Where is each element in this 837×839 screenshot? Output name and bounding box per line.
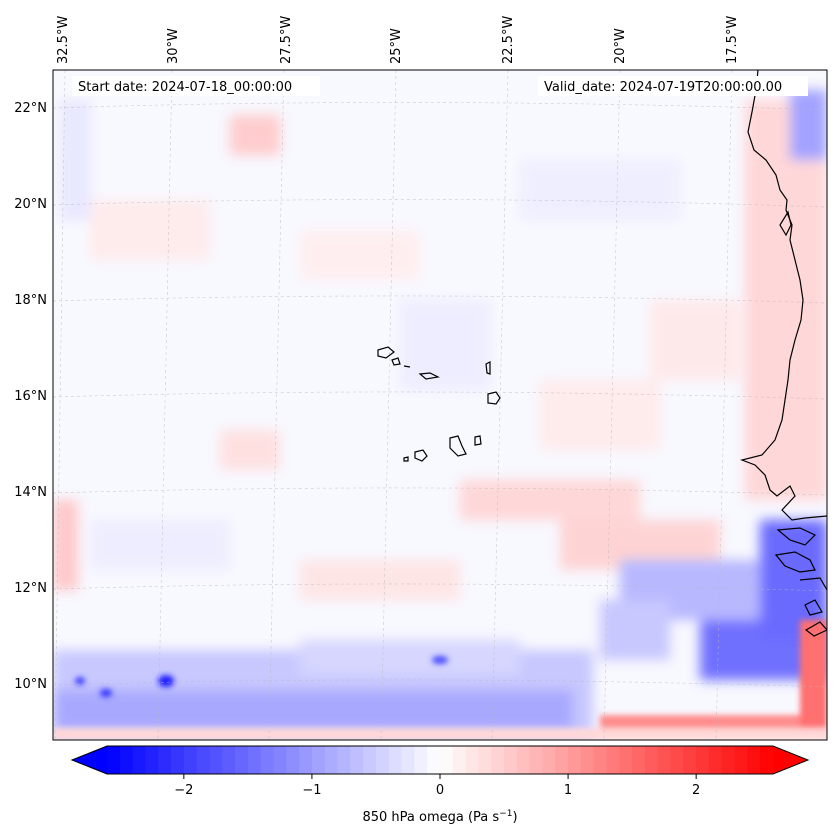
colorbar-cell — [542, 746, 556, 774]
colorbar-cell — [529, 746, 544, 774]
colorbar-cell — [760, 746, 774, 774]
graticule — [53, 70, 827, 740]
colorbar-cell — [375, 746, 390, 774]
colorbar-extend-low — [72, 746, 107, 774]
colorbar-cell — [337, 746, 351, 774]
coastline — [740, 70, 827, 637]
lon-label: 17.5°W — [725, 16, 740, 64]
start-date-label: Start date: 2024-07-18_00:00:00 — [78, 80, 292, 95]
colorbar-cell — [440, 746, 454, 774]
colorbar-cell — [363, 746, 377, 774]
colorbar-cell — [158, 746, 172, 774]
colorbar-cell — [516, 746, 531, 774]
colorbar-cell — [747, 746, 761, 774]
colorbar-cell — [708, 746, 723, 774]
colorbar-cell — [222, 746, 236, 774]
colorbar-cell — [657, 746, 672, 774]
lon-label: 20°W — [613, 28, 628, 64]
colorbar-cell — [350, 746, 364, 774]
colorbar-tick-label: −2 — [174, 783, 193, 798]
colorbar-outline — [70, 745, 810, 775]
colorbar-cell — [632, 746, 646, 774]
lon-label: 25°W — [389, 28, 404, 64]
colorbar-tick-label: 2 — [692, 783, 700, 798]
colorbar-cell — [721, 746, 736, 774]
lat-label: 14°N — [14, 485, 47, 500]
colorbar-cell — [478, 746, 492, 774]
map-background — [53, 70, 827, 740]
lat-label: 18°N — [14, 293, 47, 308]
omega-field — [53, 70, 827, 740]
start-date-box — [72, 76, 320, 96]
colorbar-cell — [568, 746, 582, 774]
valid-date-box — [538, 76, 808, 96]
colorbar-cell — [299, 746, 313, 774]
cape-verde-islands — [377, 346, 501, 462]
colorbar-cell — [119, 746, 134, 774]
colorbar-cell — [670, 746, 684, 774]
colorbar-cells — [107, 746, 774, 774]
colorbar-cell — [683, 746, 697, 774]
colorbar-cell — [311, 746, 326, 774]
colorbar-cell — [491, 746, 505, 774]
colorbar-cell — [171, 746, 185, 774]
lat-label: 22°N — [14, 101, 47, 116]
colorbar-cell — [427, 746, 441, 774]
colorbar-cell — [555, 746, 569, 774]
map-frame — [52, 69, 828, 741]
valid-date-label: Valid_date: 2024-07-19T20:00:00.00 — [544, 80, 782, 95]
latitude-labels: 22°N 20°N 18°N 16°N 14°N 12°N 10°N — [14, 101, 47, 692]
colorbar-cell — [644, 746, 659, 774]
colorbar-cell — [273, 746, 287, 774]
lat-label: 16°N — [14, 389, 47, 404]
colorbar-tick-label: 1 — [564, 783, 572, 798]
colorbar-cell — [401, 746, 415, 774]
colorbar-cell — [145, 746, 159, 774]
lon-label: 22.5°W — [501, 16, 516, 64]
map-panel: Start date: 2024-07-18_00:00:00 Valid_da… — [52, 69, 828, 741]
lat-label: 20°N — [14, 197, 47, 212]
colorbar-label: 850 hPa omega (Pa s−1) — [362, 809, 517, 825]
colorbar-cell — [196, 746, 211, 774]
colorbar-cell — [107, 746, 121, 774]
colorbar-cell — [414, 746, 428, 774]
colorbar-cell — [235, 746, 249, 774]
colorbar-cell — [183, 746, 198, 774]
colorbar-cell — [696, 746, 710, 774]
colorbar-cell — [452, 746, 467, 774]
colorbar-cell — [734, 746, 748, 774]
colorbar-cell — [504, 746, 518, 774]
colorbar-ticks: −2 −1 0 1 2 — [174, 774, 700, 798]
lon-label: 30°W — [166, 28, 181, 64]
lon-label: 32.5°W — [56, 16, 71, 64]
lat-label: 12°N — [14, 581, 47, 596]
colorbar-extend-high — [773, 746, 808, 774]
colorbar-cell — [606, 746, 620, 774]
colorbar-cell — [465, 746, 480, 774]
colorbar-cell — [619, 746, 633, 774]
colorbar-cell — [388, 746, 403, 774]
colorbar-cell — [260, 746, 275, 774]
colorbar-tick-label: −1 — [302, 783, 321, 798]
colorbar-cell — [286, 746, 300, 774]
colorbar-cell — [324, 746, 339, 774]
colorbar-cell — [247, 746, 262, 774]
colorbar-cell — [580, 746, 595, 774]
colorbar-cell — [593, 746, 608, 774]
colorbar-cell — [209, 746, 223, 774]
colorbar-tick-label: 0 — [436, 783, 444, 798]
lat-label: 10°N — [14, 677, 47, 692]
colorbar-cell — [132, 746, 147, 774]
colorbar: −2 −1 0 1 2 850 hPa omega (Pa s−1) — [70, 745, 810, 825]
lon-label: 27.5°W — [279, 16, 294, 64]
longitude-labels: 32.5°W 30°W 27.5°W 25°W 22.5°W 20°W 17.5… — [56, 16, 740, 64]
